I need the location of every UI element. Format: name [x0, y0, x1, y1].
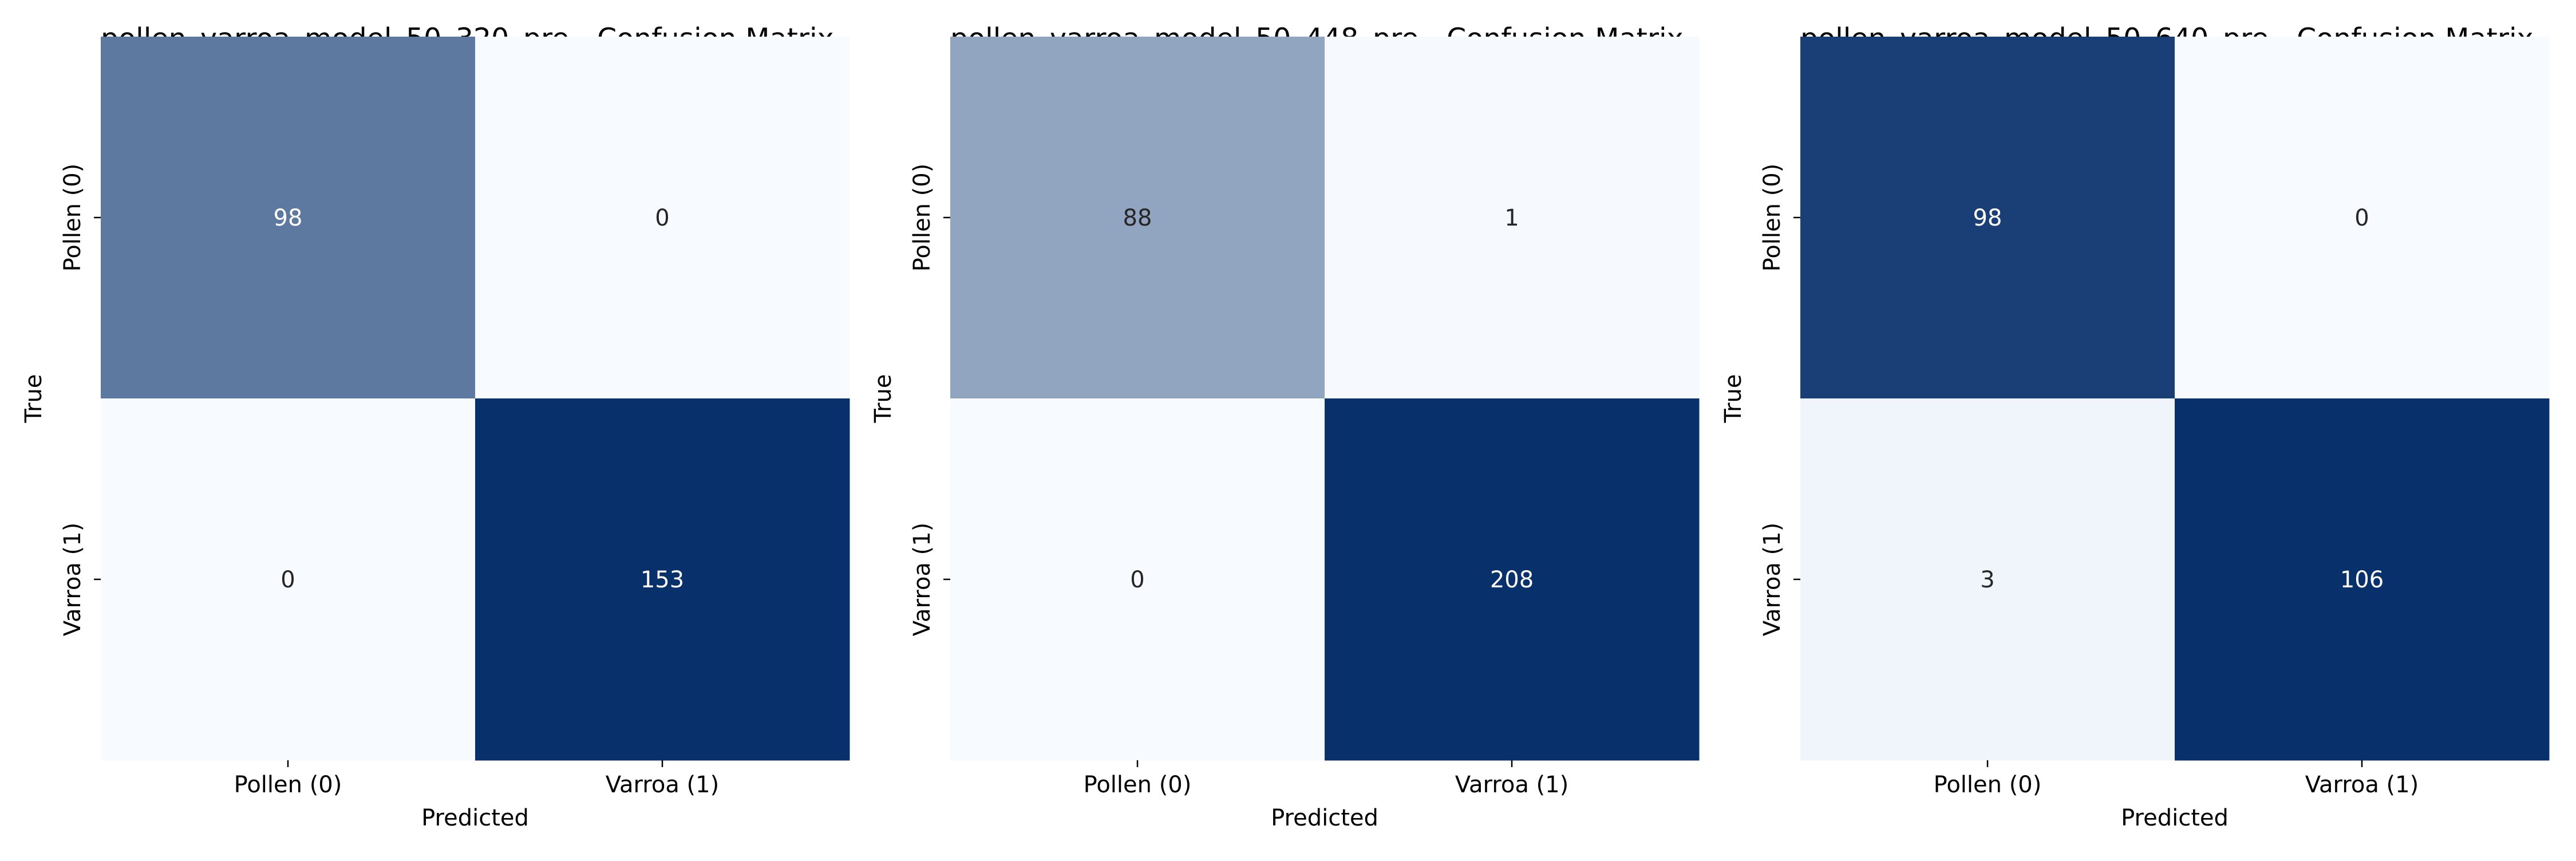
x-tick-label: Varroa (1) [606, 772, 719, 798]
x-tick-label: Pollen (0) [1934, 772, 2042, 798]
y-axis-label: True [1720, 374, 1747, 424]
heatmap-cell-r1-c1 [475, 398, 850, 761]
data-label-r0-c0: 98 [274, 205, 303, 231]
data-label-r0-c1: 0 [2354, 205, 2369, 231]
y-tick-label: Varroa (1) [60, 523, 86, 636]
x-axis-label: Predicted [1271, 805, 1378, 831]
x-axis-label: Predicted [421, 805, 529, 831]
x-tick-label: Varroa (1) [1455, 772, 1568, 798]
heatmap-cell-r1-c0 [101, 398, 476, 761]
heatmap-cell-r1-c1 [1325, 398, 1700, 761]
heatmap-cell-r0-c0 [101, 37, 476, 399]
heatmap-cell-r0-c1 [475, 37, 850, 399]
data-label-r0-c1: 1 [1504, 205, 1519, 231]
y-tick-label: Pollen (0) [909, 164, 935, 272]
x-axis-label: Predicted [2121, 805, 2229, 831]
x-tick-label: Varroa (1) [2305, 772, 2419, 798]
data-label-r0-c1: 0 [655, 205, 669, 231]
heatmap-cell-r0-c1 [2175, 37, 2550, 399]
data-label-r1-c1: 208 [1490, 567, 1534, 593]
y-axis-label: True [870, 374, 896, 424]
data-label-r1-c1: 106 [2340, 567, 2384, 593]
y-tick-label: Varroa (1) [909, 523, 935, 636]
heatmap-cell-r1-c0 [950, 398, 1325, 761]
data-label-r1-c0: 0 [280, 567, 295, 593]
heatmap-cell-r1-c0 [1800, 398, 2175, 761]
x-tick-label: Pollen (0) [1084, 772, 1192, 798]
y-tick-label: Pollen (0) [1759, 164, 1785, 272]
y-tick-label: Varroa (1) [1759, 523, 1785, 636]
x-tick-label: Pollen (0) [234, 772, 342, 798]
heatmap-cell-r1-c1 [2175, 398, 2550, 761]
data-label-r0-c0: 88 [1123, 205, 1152, 231]
y-tick-label: Pollen (0) [60, 164, 86, 272]
heatmap-cell-r0-c1 [1325, 37, 1700, 399]
y-axis-label: True [21, 374, 47, 424]
heatmap-cell-r0-c0 [1800, 37, 2175, 399]
data-label-r0-c0: 98 [1973, 205, 2002, 231]
data-label-r1-c0: 3 [1980, 567, 1994, 593]
data-label-r1-c0: 0 [1130, 567, 1144, 593]
data-label-r1-c1: 153 [641, 567, 684, 593]
heatmap-cell-r0-c0 [950, 37, 1325, 399]
